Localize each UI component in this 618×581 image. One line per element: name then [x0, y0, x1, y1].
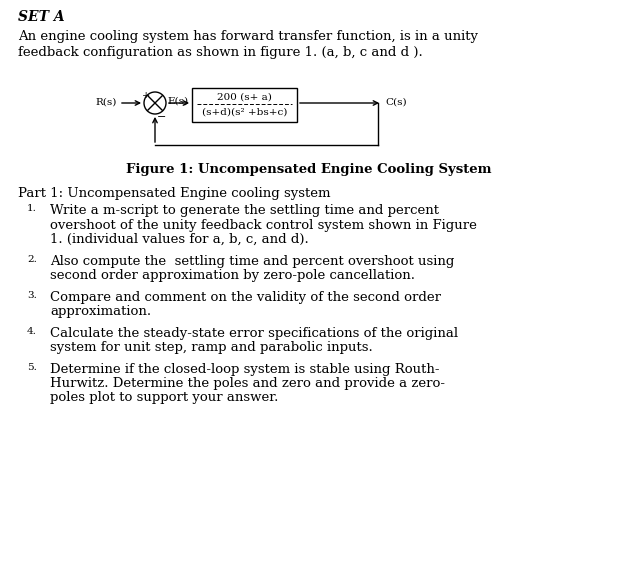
Text: overshoot of the unity feedback control system shown in Figure: overshoot of the unity feedback control …	[50, 218, 477, 231]
Text: feedback configuration as shown in figure 1. (a, b, c and d ).: feedback configuration as shown in figur…	[18, 46, 423, 59]
Text: Part 1: Uncompensated Engine cooling system: Part 1: Uncompensated Engine cooling sys…	[18, 187, 331, 200]
Text: 4.: 4.	[27, 327, 37, 335]
Text: 1. (individual values for a, b, c, and d).: 1. (individual values for a, b, c, and d…	[50, 233, 309, 246]
Text: 5.: 5.	[27, 363, 37, 371]
Text: 1.: 1.	[27, 204, 37, 213]
Text: Calculate the steady-state error specifications of the original: Calculate the steady-state error specifi…	[50, 327, 458, 339]
Text: −: −	[157, 112, 166, 122]
Text: 2.: 2.	[27, 254, 37, 264]
Text: Figure 1: Uncompensated Engine Cooling System: Figure 1: Uncompensated Engine Cooling S…	[126, 163, 492, 176]
Text: SET A: SET A	[18, 10, 65, 24]
Bar	[192, 88, 297, 122]
Text: system for unit step, ramp and parabolic inputs.: system for unit step, ramp and parabolic…	[50, 341, 373, 354]
Text: 200 (s+ a): 200 (s+ a)	[217, 92, 272, 102]
Text: Compare and comment on the validity of the second order: Compare and comment on the validity of t…	[50, 290, 441, 303]
Text: poles plot to support your answer.: poles plot to support your answer.	[50, 392, 278, 404]
Text: Determine if the closed-loop system is stable using Routh-: Determine if the closed-loop system is s…	[50, 363, 439, 375]
Text: +: +	[142, 91, 150, 101]
Text: Hurwitz. Determine the poles and zero and provide a zero-: Hurwitz. Determine the poles and zero an…	[50, 377, 445, 390]
Text: R(s): R(s)	[96, 98, 117, 106]
Text: (s+d)(s² +bs+c): (s+d)(s² +bs+c)	[202, 107, 287, 117]
Text: An engine cooling system has forward transfer function, is in a unity: An engine cooling system has forward tra…	[18, 30, 478, 43]
Text: Write a m-script to generate the settling time and percent: Write a m-script to generate the settlin…	[50, 204, 439, 217]
Text: 3.: 3.	[27, 290, 37, 299]
Text: C(s): C(s)	[385, 98, 407, 106]
Text: Also compute the  settling time and percent overshoot using: Also compute the settling time and perce…	[50, 254, 454, 267]
Text: E(s): E(s)	[168, 96, 189, 106]
Text: approximation.: approximation.	[50, 305, 151, 318]
Text: second order approximation by zero-pole cancellation.: second order approximation by zero-pole …	[50, 269, 415, 282]
